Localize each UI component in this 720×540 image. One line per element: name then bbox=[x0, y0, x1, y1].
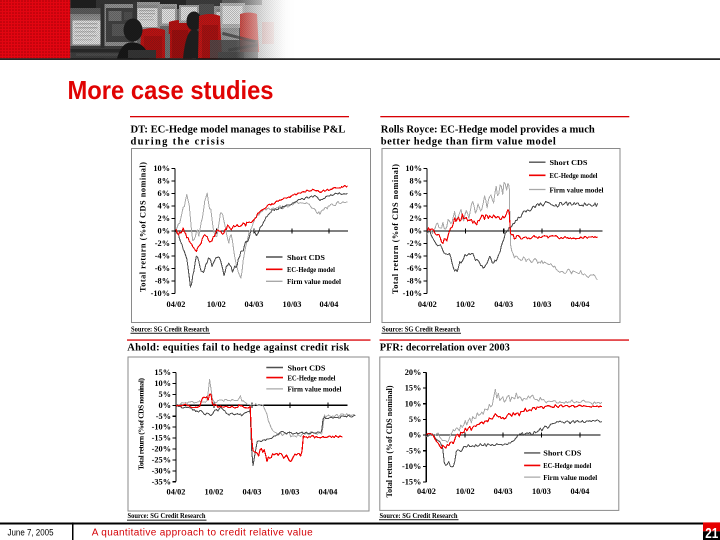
svg-text:PFR: decorrelation over 2003: PFR: decorrelation over 2003 bbox=[380, 343, 510, 354]
svg-text:10/02: 10/02 bbox=[456, 487, 475, 496]
svg-text:Firm value model: Firm value model bbox=[287, 277, 342, 286]
svg-text:10/03: 10/03 bbox=[283, 300, 302, 309]
svg-text:-4%: -4% bbox=[155, 252, 170, 261]
svg-text:04/04: 04/04 bbox=[571, 487, 590, 496]
svg-text:Source: SG Credit Research: Source: SG Credit Research bbox=[382, 326, 460, 333]
svg-text:04/03: 04/03 bbox=[243, 488, 262, 497]
svg-text:04/02: 04/02 bbox=[418, 300, 437, 309]
svg-text:during the crisis: during the crisis bbox=[131, 136, 225, 147]
svg-text:10%: 10% bbox=[405, 164, 422, 173]
svg-text:4%: 4% bbox=[158, 201, 170, 210]
svg-text:-35%: -35% bbox=[152, 477, 171, 486]
svg-text:8%: 8% bbox=[158, 176, 170, 185]
svg-text:4%: 4% bbox=[410, 201, 422, 210]
svg-text:10%: 10% bbox=[153, 164, 170, 173]
svg-text:Short CDS: Short CDS bbox=[550, 158, 588, 167]
svg-text:EC-Hedge model: EC-Hedge model bbox=[287, 265, 336, 274]
svg-text:10/03: 10/03 bbox=[281, 488, 300, 497]
svg-text:04/02: 04/02 bbox=[167, 488, 186, 497]
svg-text:-30%: -30% bbox=[152, 466, 171, 475]
svg-text:-2%: -2% bbox=[155, 239, 170, 248]
svg-text:Total return (%of CDS nominal): Total return (%of CDS nominal) bbox=[139, 162, 148, 292]
svg-text:-8%: -8% bbox=[155, 277, 170, 286]
svg-text:04/04: 04/04 bbox=[571, 300, 590, 309]
svg-text:EC-Hedge model: EC-Hedge model bbox=[288, 373, 337, 382]
svg-text:04/02: 04/02 bbox=[417, 487, 436, 496]
svg-text:More case studies: More case studies bbox=[68, 75, 274, 105]
svg-text:Total return (%of CDS nominal): Total return (%of CDS nominal) bbox=[385, 385, 394, 497]
svg-text:6%: 6% bbox=[158, 189, 170, 198]
svg-text:Firm value model: Firm value model bbox=[288, 385, 343, 394]
svg-text:-8%: -8% bbox=[407, 277, 422, 286]
svg-text:Total return (%of CDS nominal): Total return (%of CDS nominal) bbox=[391, 164, 400, 294]
svg-text:10/03: 10/03 bbox=[532, 300, 551, 309]
svg-text:04/02: 04/02 bbox=[167, 300, 186, 309]
svg-text:Total return (%of CDS nominal): Total return (%of CDS nominal) bbox=[137, 377, 146, 470]
svg-text:0%: 0% bbox=[410, 227, 422, 236]
svg-text:5%: 5% bbox=[159, 390, 171, 399]
svg-text:10%: 10% bbox=[405, 399, 422, 408]
svg-text:-6%: -6% bbox=[155, 264, 170, 273]
svg-text:8%: 8% bbox=[410, 176, 422, 185]
svg-text:-5%: -5% bbox=[406, 446, 421, 455]
svg-text:15%: 15% bbox=[154, 368, 171, 377]
svg-text:2%: 2% bbox=[158, 214, 170, 223]
svg-text:21: 21 bbox=[705, 525, 718, 540]
svg-text:-10%: -10% bbox=[151, 289, 170, 298]
svg-text:04/03: 04/03 bbox=[494, 487, 513, 496]
svg-text:Source: SG Credit Research: Source: SG Credit Research bbox=[128, 513, 206, 520]
svg-text:20%: 20% bbox=[405, 368, 422, 377]
svg-text:-15%: -15% bbox=[402, 478, 421, 487]
svg-text:better hedge than firm value m: better hedge than firm value model bbox=[381, 136, 556, 147]
svg-text:-20%: -20% bbox=[152, 445, 171, 454]
svg-text:Short CDS: Short CDS bbox=[287, 253, 325, 262]
svg-text:5%: 5% bbox=[409, 415, 421, 424]
svg-text:04/04: 04/04 bbox=[319, 488, 338, 497]
svg-text:0%: 0% bbox=[159, 401, 171, 410]
svg-text:10%: 10% bbox=[154, 379, 171, 388]
svg-text:04/03: 04/03 bbox=[494, 300, 513, 309]
svg-text:04/04: 04/04 bbox=[320, 300, 339, 309]
svg-text:A quantitative approach to cre: A quantitative approach to credit relati… bbox=[92, 527, 313, 538]
svg-text:10/02: 10/02 bbox=[205, 488, 224, 497]
svg-text:2%: 2% bbox=[410, 214, 422, 223]
svg-text:0%: 0% bbox=[409, 431, 421, 440]
svg-text:Source: SG Credit Research: Source: SG Credit Research bbox=[380, 513, 458, 520]
svg-text:-25%: -25% bbox=[152, 455, 171, 464]
svg-text:10/02: 10/02 bbox=[456, 300, 475, 309]
svg-text:04/03: 04/03 bbox=[245, 300, 264, 309]
svg-text:Firm value model: Firm value model bbox=[550, 185, 605, 194]
svg-text:15%: 15% bbox=[405, 384, 422, 393]
svg-text:DT: EC-Hedge model manages to: DT: EC-Hedge model manages to stabilise … bbox=[131, 125, 346, 136]
svg-text:EC-Hedge model: EC-Hedge model bbox=[543, 461, 592, 470]
svg-text:10/02: 10/02 bbox=[207, 300, 226, 309]
svg-text:6%: 6% bbox=[410, 189, 422, 198]
svg-text:Ahold: equities fail to hedge: Ahold: equities fail to hedge against cr… bbox=[127, 343, 349, 354]
svg-text:10/03: 10/03 bbox=[532, 487, 551, 496]
svg-text:EC-Hedge model: EC-Hedge model bbox=[550, 171, 599, 180]
svg-text:-10%: -10% bbox=[402, 462, 421, 471]
svg-text:-15%: -15% bbox=[152, 434, 171, 443]
svg-text:-5%: -5% bbox=[156, 412, 171, 421]
svg-text:Rolls Royce: EC-Hedge model pr: Rolls Royce: EC-Hedge model provides a m… bbox=[381, 125, 595, 136]
svg-text:0%: 0% bbox=[158, 227, 170, 236]
svg-text:-10%: -10% bbox=[152, 423, 171, 432]
svg-text:Source: SG Credit Research: Source: SG Credit Research bbox=[131, 326, 209, 333]
svg-text:Short CDS: Short CDS bbox=[288, 363, 326, 372]
svg-text:June 7, 2005: June 7, 2005 bbox=[8, 527, 54, 537]
svg-text:Short CDS: Short CDS bbox=[543, 449, 581, 458]
svg-text:Firm value model: Firm value model bbox=[543, 473, 598, 482]
svg-text:-6%: -6% bbox=[407, 264, 422, 273]
svg-text:-10%: -10% bbox=[403, 289, 422, 298]
svg-text:-2%: -2% bbox=[407, 239, 422, 248]
svg-text:-4%: -4% bbox=[407, 252, 422, 261]
